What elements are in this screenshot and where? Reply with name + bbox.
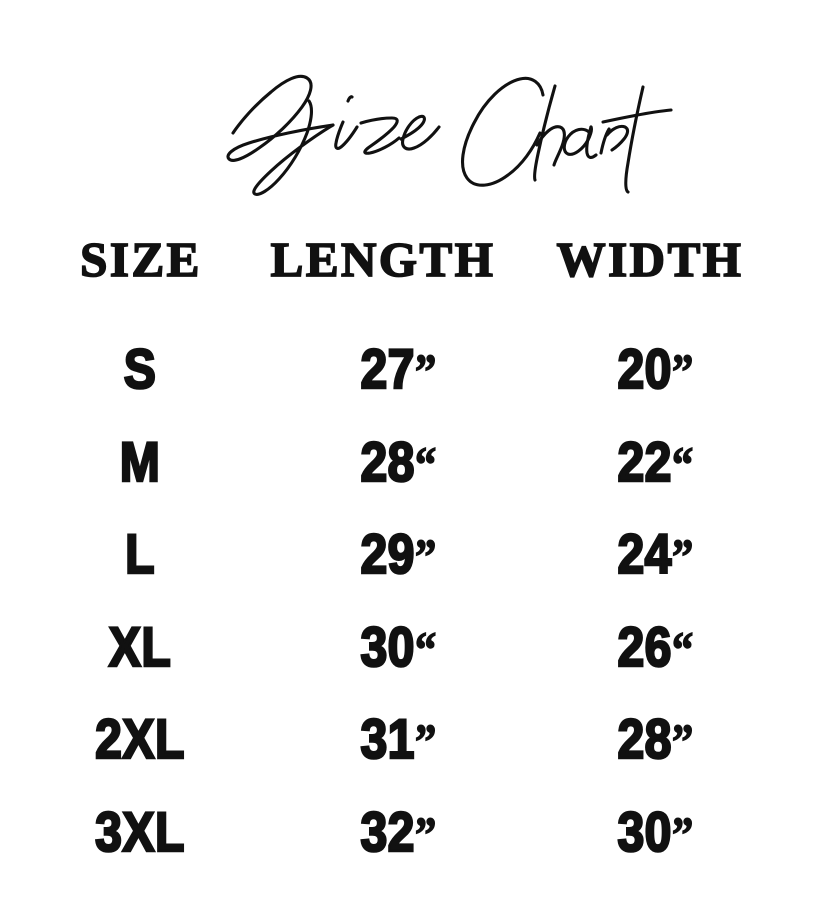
cell-length: 32” bbox=[303, 798, 492, 866]
cell-width-value: 28 bbox=[616, 706, 672, 772]
column-header-width: WIDTH bbox=[556, 231, 744, 288]
column-header-size: SIZE bbox=[79, 231, 202, 288]
cell-length: 30“ bbox=[303, 613, 492, 681]
cell-length-value: 32 bbox=[359, 798, 415, 864]
cell-width: 30” bbox=[560, 798, 749, 866]
cell-width: 22“ bbox=[560, 428, 749, 496]
cell-width-value: 24 bbox=[616, 521, 672, 587]
inch-mark: ” bbox=[671, 712, 694, 769]
inch-mark: “ bbox=[414, 435, 437, 492]
table-header-row: SIZE LENGTH WIDTH bbox=[0, 231, 814, 337]
cell-length: 31” bbox=[303, 706, 492, 773]
inch-mark: ” bbox=[671, 342, 694, 399]
cell-width: 24” bbox=[560, 521, 749, 588]
cell-length-value: 28 bbox=[359, 428, 415, 494]
cell-width-value: 30 bbox=[616, 798, 672, 864]
cell-size: XL bbox=[108, 613, 172, 679]
table-row: L 29” 24” bbox=[0, 521, 814, 615]
inch-mark: ” bbox=[414, 342, 437, 399]
table-row: 3XL 32” 30” bbox=[0, 798, 814, 893]
table-row: XL 30“ 26“ bbox=[0, 613, 814, 708]
inch-mark: “ bbox=[671, 435, 694, 492]
cell-size: L bbox=[124, 521, 156, 587]
inch-mark: ” bbox=[671, 527, 694, 584]
cell-width-value: 26 bbox=[616, 613, 672, 679]
page-title: Size Chart bbox=[0, 44, 814, 204]
inch-mark: ” bbox=[414, 712, 437, 769]
cell-length-value: 29 bbox=[359, 521, 415, 587]
cell-length: 28“ bbox=[303, 428, 492, 496]
table-row: S 27” 20” bbox=[0, 336, 814, 430]
size-chart-script-title: Size Chart bbox=[226, 74, 673, 196]
inch-mark: ” bbox=[671, 805, 694, 862]
cell-width: 28” bbox=[560, 706, 749, 773]
cell-width: 26“ bbox=[560, 613, 749, 681]
cell-length: 27” bbox=[303, 336, 492, 403]
cell-length-value: 31 bbox=[359, 706, 415, 772]
cell-width: 20” bbox=[560, 336, 749, 403]
inch-mark: “ bbox=[671, 620, 694, 677]
cell-size: M bbox=[119, 428, 161, 494]
cell-width-value: 20 bbox=[616, 336, 672, 402]
cell-size: S bbox=[123, 336, 157, 402]
cell-width-value: 22 bbox=[616, 428, 672, 494]
size-chart-table: SIZE LENGTH WIDTH S 27” 20” M 28“ 22“ L … bbox=[0, 231, 814, 893]
inch-mark: ” bbox=[414, 527, 437, 584]
cell-length-value: 30 bbox=[359, 613, 415, 679]
cell-size: 3XL bbox=[94, 798, 185, 864]
cell-size: 2XL bbox=[94, 706, 185, 772]
inch-mark: ” bbox=[414, 805, 437, 862]
inch-mark: “ bbox=[414, 620, 437, 677]
cell-length-value: 27 bbox=[359, 336, 415, 402]
table-row: 2XL 31” 28” bbox=[0, 706, 814, 800]
cell-length: 29” bbox=[303, 521, 492, 588]
table-row: M 28“ 22“ bbox=[0, 428, 814, 523]
column-header-length: LENGTH bbox=[270, 231, 496, 288]
